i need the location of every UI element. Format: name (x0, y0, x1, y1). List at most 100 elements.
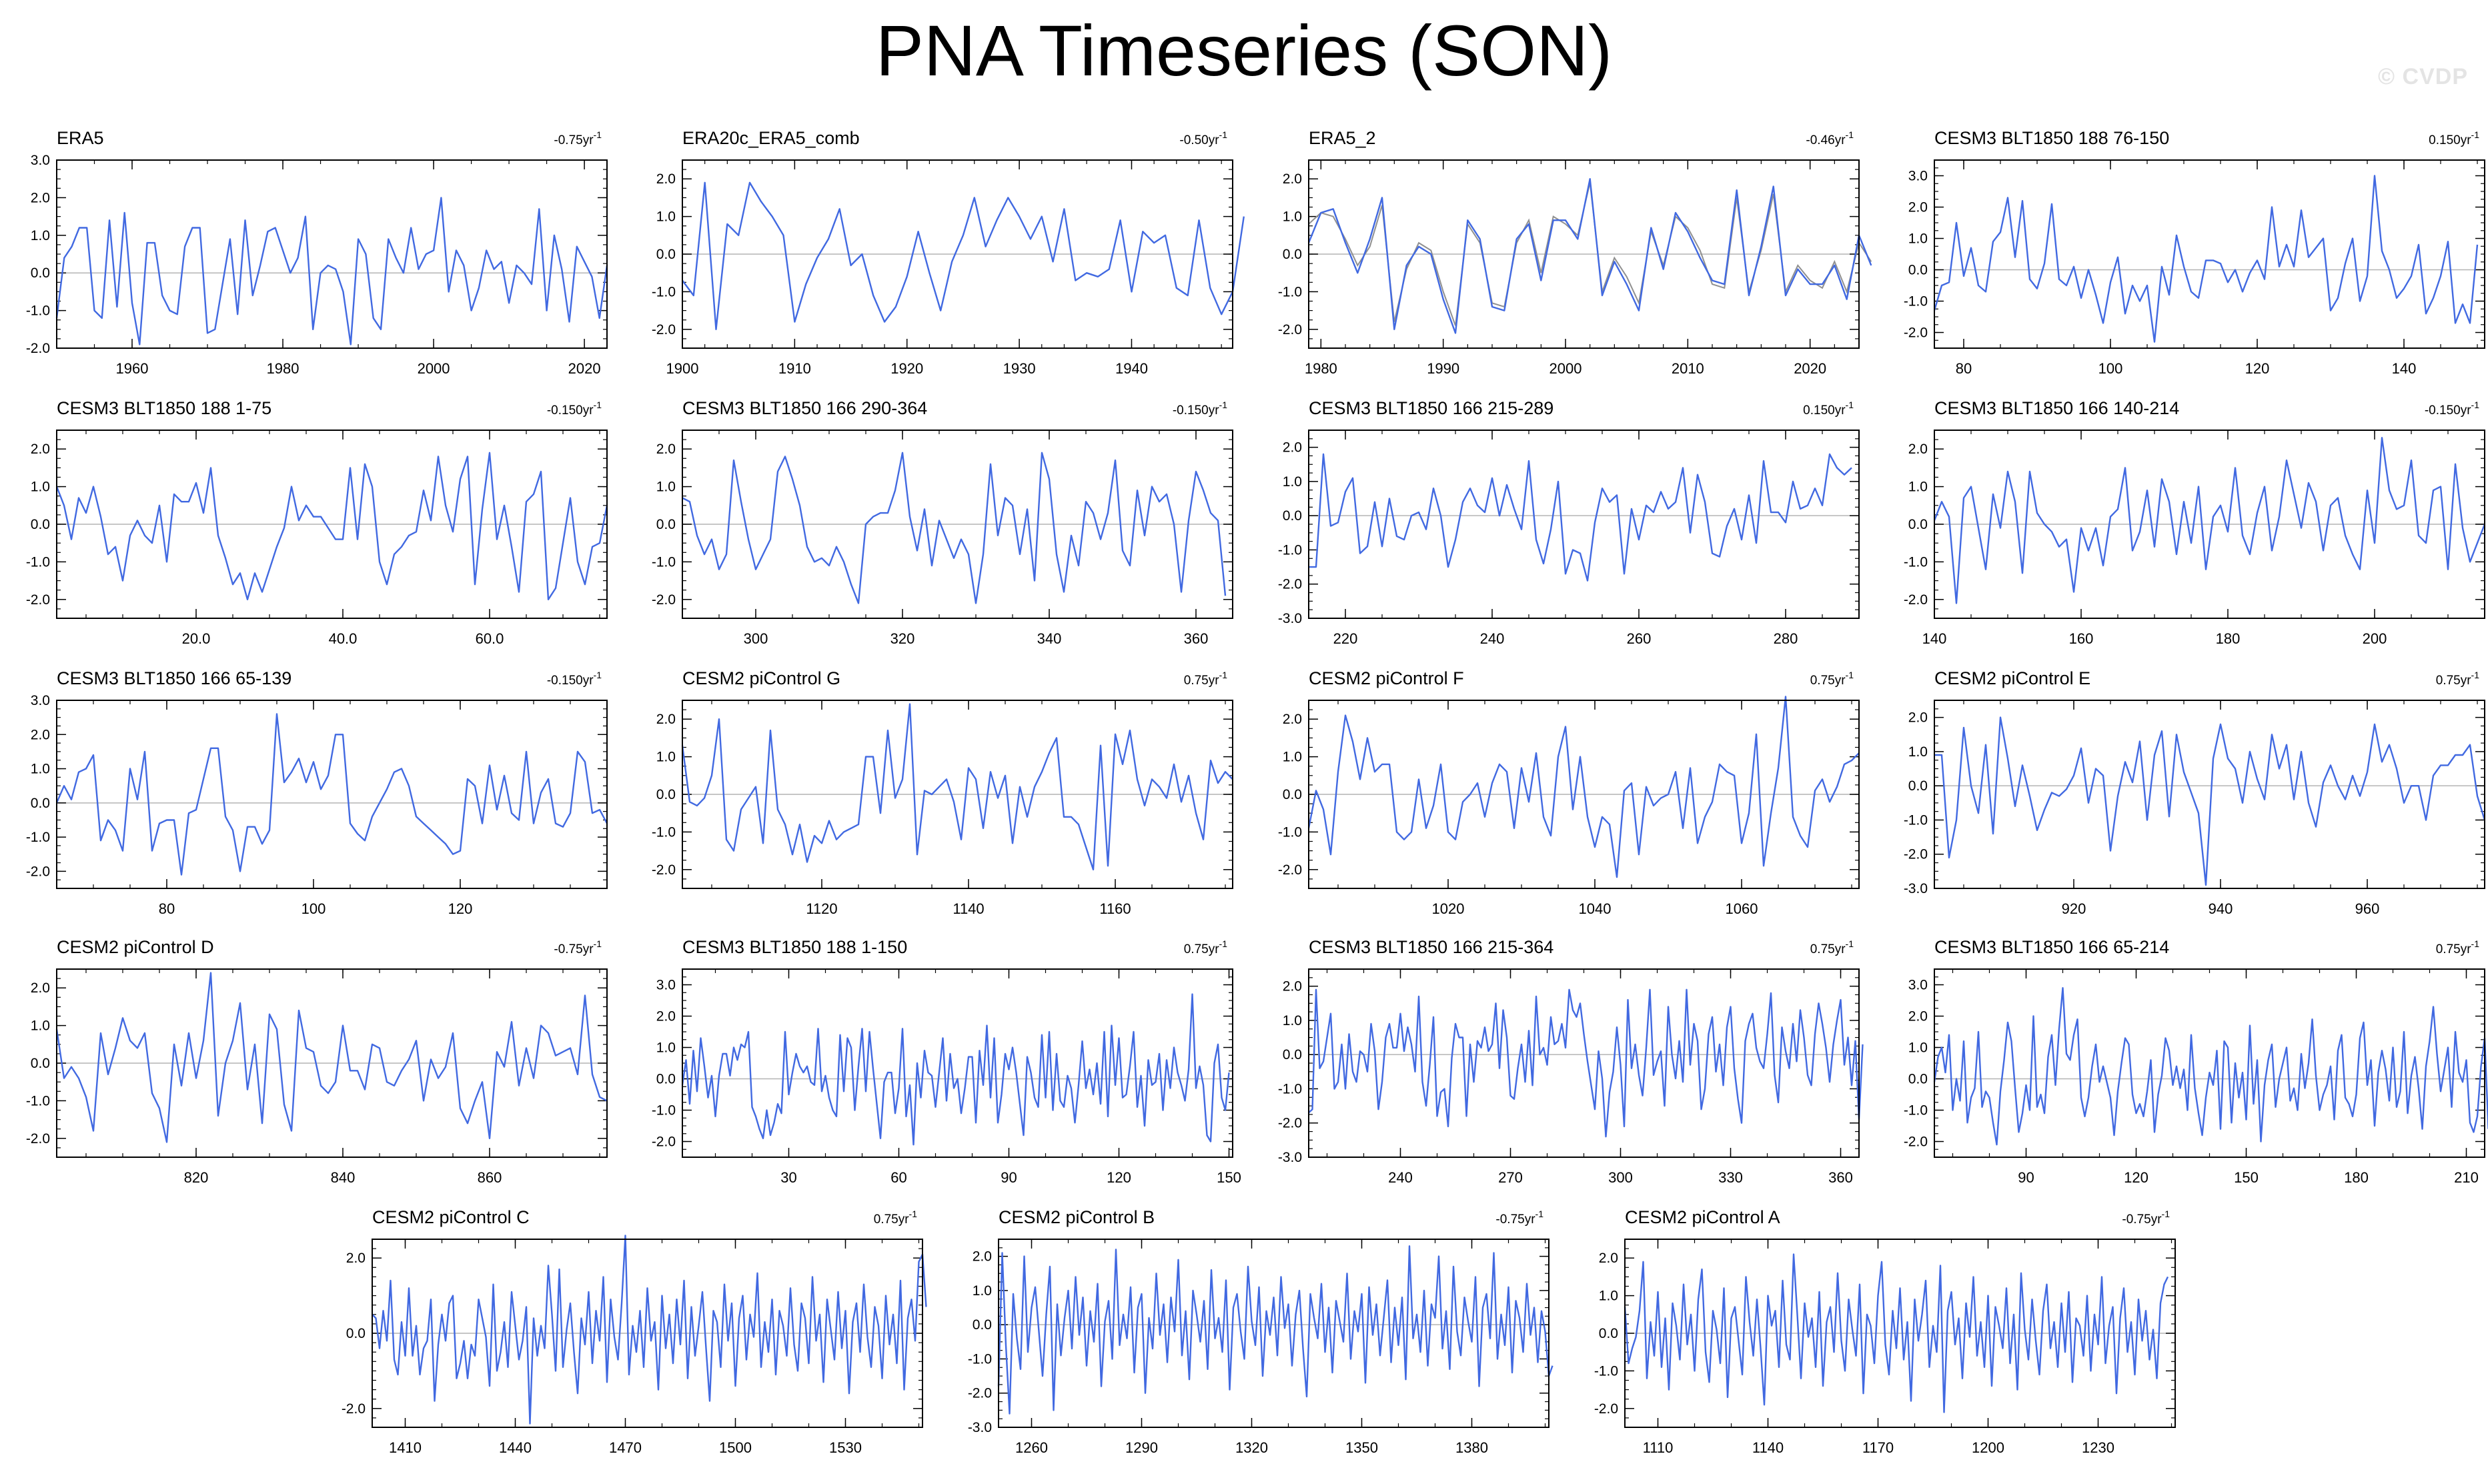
plot-frame (1934, 968, 2485, 1158)
chart-panel: CESM2 piControl B -0.75yr-1 -3.0 -2.0 -1.0 0.… (968, 1207, 1553, 1456)
x-tick-label: 280 (1774, 630, 1798, 647)
y-tick-label: -1.0 (26, 830, 50, 845)
pna-series-line (997, 1245, 1553, 1415)
x-tick-label: 260 (1627, 630, 1652, 647)
x-tick-label: 2000 (418, 360, 450, 377)
x-tick-label: 2020 (1794, 360, 1826, 377)
trend-label: -0.150yr-1 (1173, 400, 1227, 418)
pna-series-line (1307, 696, 1860, 878)
x-tick-label: 1140 (1752, 1439, 1784, 1456)
x-tick-label: 1110 (1643, 1439, 1674, 1456)
y-tick-label: 1.0 (31, 1018, 50, 1034)
pna-series-line (681, 993, 1230, 1146)
chart-title: ERA20c_ERA5_comb (682, 128, 860, 148)
chart-panel: CESM2 piControl C 0.75yr-1 -2.0 0.0 2.0 1410 1… (342, 1207, 927, 1456)
trend-superscript: -1 (2471, 938, 2480, 949)
y-tick-label: -2.0 (342, 1401, 366, 1417)
trend-superscript: -1 (1846, 129, 1854, 140)
x-tick-label: 2000 (1549, 360, 1582, 377)
x-tick-label: 1910 (778, 360, 811, 377)
y-tick-label: -1.0 (1904, 294, 1928, 309)
watermark: © CVDP (2378, 64, 2468, 89)
y-tick-label: 1.0 (1908, 1040, 1928, 1056)
y-tick-label: 2.0 (656, 171, 676, 187)
y-tick-label: -2.0 (1278, 1116, 1302, 1131)
chart-title: CESM3 BLT1850 166 290-364 (682, 398, 927, 418)
pna-series-line (55, 713, 608, 876)
y-tick-label: 2.0 (656, 442, 676, 457)
x-tick-label: 120 (1107, 1169, 1131, 1186)
chart-panel: CESM2 piControl G 0.75yr-1 -2.0 -1.0 0.0 1.0 2… (652, 668, 1233, 917)
plot-frame (682, 968, 1233, 1158)
y-tick-label: -2.0 (26, 864, 50, 879)
y-tick-label: -1.0 (26, 1093, 50, 1108)
x-tick-label: 1380 (1455, 1439, 1488, 1456)
chart-panel: ERA20c_ERA5_comb -0.50yr-1 -2.0 -1.0 0.0 1.0 2… (652, 128, 1245, 377)
x-tick-label: 40.0 (329, 630, 358, 647)
trend-label: 0.75yr-1 (1184, 670, 1227, 688)
trend-superscript: -1 (1219, 129, 1228, 140)
y-tick-label: -2.0 (1278, 577, 1302, 592)
x-tick-label: 1120 (806, 900, 837, 917)
plot-frame (56, 700, 608, 889)
plot-frame (1308, 700, 1860, 889)
y-tick-label: 1.0 (1283, 750, 1302, 765)
x-tick-label: 90 (2018, 1169, 2034, 1186)
y-tick-label: -2.0 (26, 341, 50, 356)
x-tick-label: 360 (1184, 630, 1209, 647)
x-tick-label: 1170 (1862, 1439, 1894, 1456)
chart-title: CESM3 BLT1850 188 76-150 (1934, 128, 2169, 148)
plot-frame (682, 430, 1233, 619)
chart-title: CESM3 BLT1850 188 1-75 (57, 398, 271, 418)
y-tick-label: 0.0 (31, 796, 50, 811)
chart-title: CESM3 BLT1850 188 1-150 (682, 937, 907, 957)
y-tick-label: 2.0 (1283, 979, 1302, 994)
y-tick-label: 1.0 (656, 750, 676, 765)
x-tick-label: 1920 (890, 360, 923, 377)
chart-panel: CESM2 piControl E 0.75yr-1 -3.0 -2.0 -1.0 0.0… (1904, 668, 2486, 917)
trend-label: 0.75yr-1 (1810, 670, 1854, 688)
trend-label: 0.75yr-1 (874, 1209, 917, 1227)
y-tick-label: 0.0 (346, 1326, 366, 1341)
chart-panel: CESM3 BLT1850 188 76-150 0.150yr-1 -2.0 -1.… (1904, 128, 2485, 377)
trend-label: 0.75yr-1 (2436, 938, 2479, 956)
y-tick-label: -3.0 (1904, 881, 1928, 896)
y-tick-label: 1.0 (656, 1040, 676, 1056)
y-tick-label: -2.0 (1904, 847, 1928, 862)
trend-superscript: -1 (594, 670, 602, 680)
x-tick-label: 1290 (1125, 1439, 1158, 1456)
chart-panel: CESM3 BLT1850 166 65-139 -0.150yr-1 -2.0 -1… (26, 668, 608, 917)
y-tick-label: 1.0 (1283, 474, 1302, 490)
x-tick-label: 1160 (1099, 900, 1131, 917)
trend-label: 0.75yr-1 (2436, 670, 2479, 688)
trend-superscript: -1 (2471, 670, 2480, 680)
trend-label: 0.75yr-1 (1810, 938, 1854, 956)
x-tick-label: 1020 (1432, 900, 1465, 917)
chart-title: CESM3 BLT1850 166 65-139 (57, 668, 291, 688)
y-tick-label: 3.0 (1908, 978, 1928, 993)
y-tick-label: 1.0 (656, 209, 676, 225)
y-tick-label: -1.0 (652, 284, 676, 299)
x-tick-label: 20.0 (182, 630, 211, 647)
x-tick-label: 180 (2216, 630, 2241, 647)
chart-title: CESM3 BLT1850 166 140-214 (1934, 398, 2179, 418)
y-tick-label: 2.0 (31, 980, 50, 996)
y-tick-label: 0.0 (31, 517, 50, 532)
x-tick-label: 240 (1388, 1169, 1413, 1186)
y-tick-label: -1.0 (968, 1351, 992, 1367)
y-tick-label: 0.0 (656, 1072, 676, 1087)
y-tick-label: -2.0 (1904, 1135, 1928, 1150)
y-tick-label: 0.0 (31, 1056, 50, 1071)
y-tick-label: 2.0 (656, 1009, 676, 1024)
pna-series-line (1308, 988, 1864, 1138)
x-tick-label: 180 (2344, 1169, 2369, 1186)
x-tick-label: 1960 (116, 360, 149, 377)
chart-title: CESM3 BLT1850 166 65-214 (1934, 937, 2169, 957)
x-tick-label: 2010 (1672, 360, 1704, 377)
plot-frame (56, 968, 608, 1158)
trend-superscript: -1 (594, 938, 602, 949)
plot-frame (1624, 1239, 2176, 1428)
chart-panel: CESM2 piControl D -0.75yr-1 -2.0 -1.0 0.0 1.0… (26, 937, 608, 1186)
trend-superscript: -1 (1846, 670, 1854, 680)
chart-title: CESM3 BLT1850 166 215-289 (1309, 398, 1553, 418)
